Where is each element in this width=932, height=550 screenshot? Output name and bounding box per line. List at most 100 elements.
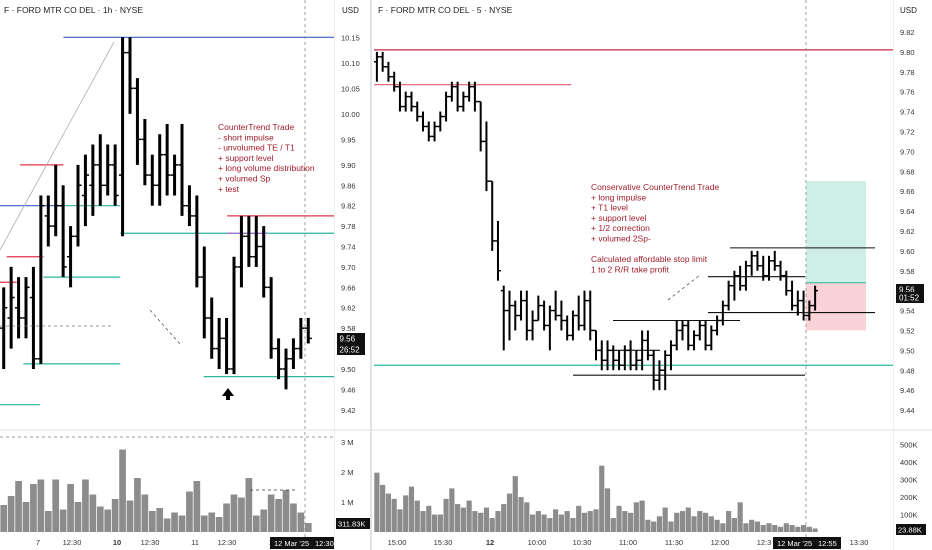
price-tick-label: 9.66 xyxy=(900,187,915,196)
volume-bar xyxy=(304,523,312,532)
price-tick-label: 9.42 xyxy=(341,406,356,415)
left-trend-line xyxy=(0,41,115,251)
volume-bar xyxy=(380,484,386,532)
volume-bar xyxy=(720,523,726,532)
annotation-line: + 1/2 correction xyxy=(591,223,650,233)
volume-bar xyxy=(702,512,709,532)
volume-tick-label: 400K xyxy=(900,458,918,467)
time-tick-label: 12:3 xyxy=(757,538,772,547)
volume-bar xyxy=(777,526,784,532)
left-dashed-arrow-line xyxy=(149,309,181,345)
volume-tick-label: 100K xyxy=(900,511,918,520)
volume-bar xyxy=(800,525,807,532)
annotation-line: + support level xyxy=(591,213,647,223)
time-tick-label: 15:00 xyxy=(388,538,407,547)
volume-bar xyxy=(104,509,112,532)
volume-bar xyxy=(651,521,657,532)
volume-bar xyxy=(656,516,663,532)
volume-bar xyxy=(141,494,149,532)
annotation-line: + T1 level xyxy=(591,203,628,213)
volume-bar xyxy=(599,465,605,532)
right-chart-title: F · FORD MTR CO DEL · 5 · NYSE xyxy=(378,5,513,15)
price-tick-label: 9.46 xyxy=(900,386,915,395)
time-tick-label: 7 xyxy=(36,538,40,547)
left-last-price-badge: 9.56 26:52 xyxy=(337,333,365,355)
annotation-line: + long impulse xyxy=(591,192,646,202)
volume-bar xyxy=(426,505,432,532)
volume-bar xyxy=(789,525,795,532)
annotation-line: + support level xyxy=(218,153,274,163)
price-tick-label: 9.72 xyxy=(900,127,915,136)
volume-tick-label: 3 M xyxy=(341,438,354,447)
volume-bar xyxy=(297,512,305,532)
volume-bar xyxy=(754,521,761,532)
volume-bar xyxy=(148,511,156,532)
price-tick-label: 9.70 xyxy=(900,147,915,156)
price-tick-label: 9.64 xyxy=(900,207,915,216)
volume-bar xyxy=(96,506,104,532)
volume-bar xyxy=(275,499,282,532)
volume-bar xyxy=(662,507,668,532)
volume-bar xyxy=(37,479,45,532)
price-tick-label: 9.74 xyxy=(900,108,915,117)
price-tick-label: 9.90 xyxy=(341,161,356,170)
price-tick-label: 9.48 xyxy=(900,366,915,375)
volume-bar xyxy=(576,505,582,532)
volume-tick-label: 1 M xyxy=(341,498,354,507)
volume-bar xyxy=(604,488,611,532)
left-countdown-text: 26:52 xyxy=(340,346,361,355)
volume-bar xyxy=(495,511,501,532)
volume-bar xyxy=(238,497,245,532)
left-cursor-date: 12 Mar '25 xyxy=(274,539,309,548)
volume-bar xyxy=(581,512,588,532)
right-chart-time-axis: 15:00 15:30 12 10:00 10:30 11:00 11:30 12:00 12:… xyxy=(388,538,869,547)
volume-bar xyxy=(200,515,208,532)
volume-bar xyxy=(437,514,443,532)
left-chart-price-axis: 10.15 10.10 10.05 10.00 9.95 9.90 9.86 9.82 9.78… xyxy=(341,33,360,507)
price-tick-label: 9.82 xyxy=(900,28,915,37)
volume-bar xyxy=(466,500,472,532)
price-tick-label: 9.52 xyxy=(900,326,915,335)
volume-bar xyxy=(639,500,645,532)
right-last-price-text: 9.56 xyxy=(899,286,915,295)
volume-bar xyxy=(772,525,778,532)
annotation-line: + test xyxy=(218,184,240,194)
time-tick-label: 11 xyxy=(191,538,199,547)
volume-bar xyxy=(403,495,409,532)
price-tick-label: 9.58 xyxy=(341,324,356,333)
volume-bar xyxy=(178,515,186,532)
volume-bar xyxy=(564,511,570,532)
volume-bar xyxy=(795,526,801,532)
volume-bar xyxy=(812,528,818,532)
annotation-line: Conservative CounterTrend Trade xyxy=(591,182,719,192)
volume-bar xyxy=(431,514,438,532)
price-tick-label: 9.74 xyxy=(341,243,356,252)
price-tick-label: 9.50 xyxy=(341,365,356,374)
time-tick-label: 12:30 xyxy=(218,538,237,547)
volume-bar xyxy=(783,523,789,532)
left-last-price-text: 9.56 xyxy=(340,335,356,344)
price-tick-label: 9.54 xyxy=(900,307,915,316)
volume-bar xyxy=(408,486,415,532)
price-tick-label: 9.78 xyxy=(341,222,356,231)
price-tick-label: 10.00 xyxy=(341,110,360,119)
volume-bar xyxy=(163,518,171,532)
volume-bar xyxy=(708,516,714,532)
volume-bar xyxy=(193,481,201,532)
volume-bar xyxy=(59,509,67,532)
volume-bar xyxy=(260,509,268,532)
volume-tick-label: 500K xyxy=(900,441,918,450)
volume-bar xyxy=(74,502,82,532)
volume-bar xyxy=(587,511,593,532)
volume-tick-label: 2 M xyxy=(341,468,354,477)
price-tick-label: 9.76 xyxy=(900,88,915,97)
left-annotation: CounterTrend Trade- short impulse- unvol… xyxy=(218,122,315,194)
time-tick-label: 11:00 xyxy=(619,538,637,547)
time-tick-label: 15:30 xyxy=(434,538,453,547)
up-arrow-icon xyxy=(222,388,234,400)
right-volume-text: 23.88K xyxy=(898,526,922,535)
price-tick-label: 9.70 xyxy=(341,263,356,272)
volume-bar xyxy=(420,511,426,532)
volume-bar xyxy=(449,488,455,532)
